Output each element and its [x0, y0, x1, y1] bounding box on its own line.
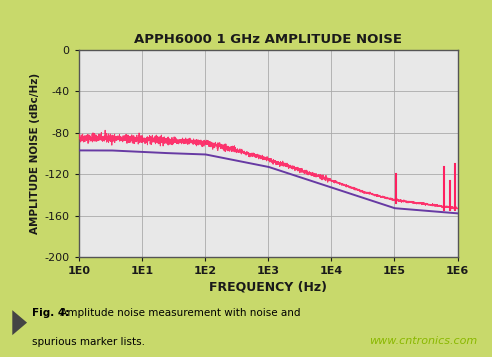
Text: spurious marker lists.: spurious marker lists.	[32, 337, 145, 347]
Text: Amplitude noise measurement with noise and: Amplitude noise measurement with noise a…	[57, 308, 300, 318]
Text: www.cntronics.com: www.cntronics.com	[369, 336, 477, 346]
Title: APPH6000 1 GHz AMPLITUDE NOISE: APPH6000 1 GHz AMPLITUDE NOISE	[134, 33, 402, 46]
Y-axis label: AMPLITUDE NOISE (dBc/Hz): AMPLITUDE NOISE (dBc/Hz)	[31, 73, 40, 234]
Polygon shape	[12, 310, 27, 335]
Text: Fig. 4:: Fig. 4:	[32, 308, 69, 318]
X-axis label: FREQUENCY (Hz): FREQUENCY (Hz)	[209, 280, 327, 293]
